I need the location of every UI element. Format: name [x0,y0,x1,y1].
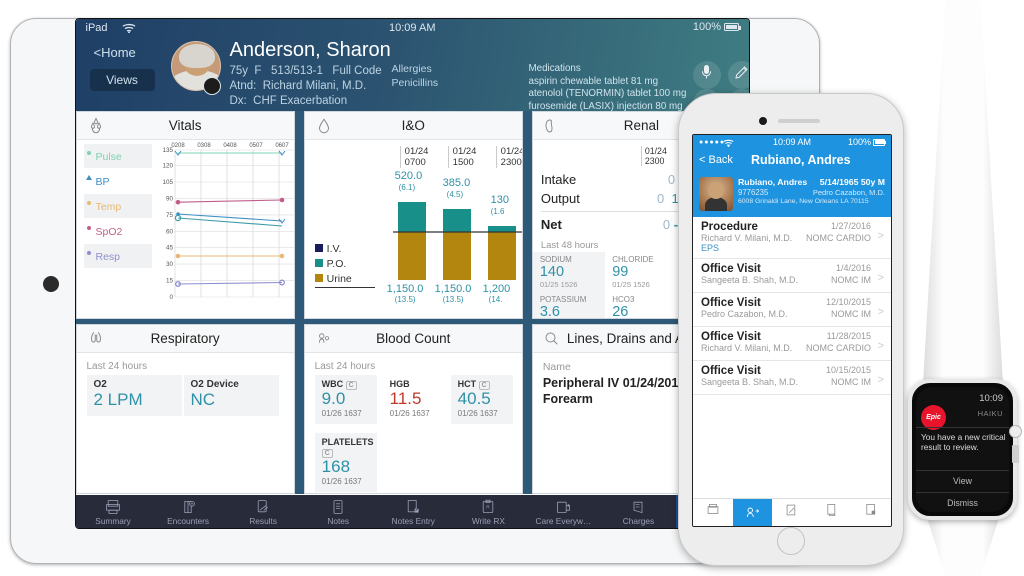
svg-text:0607: 0607 [275,143,289,149]
svg-text:0308: 0308 [197,143,211,149]
svg-text:R: R [487,504,491,510]
svg-text:15: 15 [165,278,173,285]
svg-text:0: 0 [169,294,173,301]
svg-text:30: 30 [165,261,173,268]
svg-text:90: 90 [165,195,173,202]
svg-text:0408: 0408 [223,143,237,149]
svg-text:75: 75 [165,212,173,219]
svg-text:60: 60 [165,228,173,235]
svg-text:0507: 0507 [249,143,263,149]
svg-text:105: 105 [162,179,173,186]
svg-text:45: 45 [165,245,173,252]
svg-text:120: 120 [162,163,173,170]
svg-text:0208: 0208 [171,143,185,149]
